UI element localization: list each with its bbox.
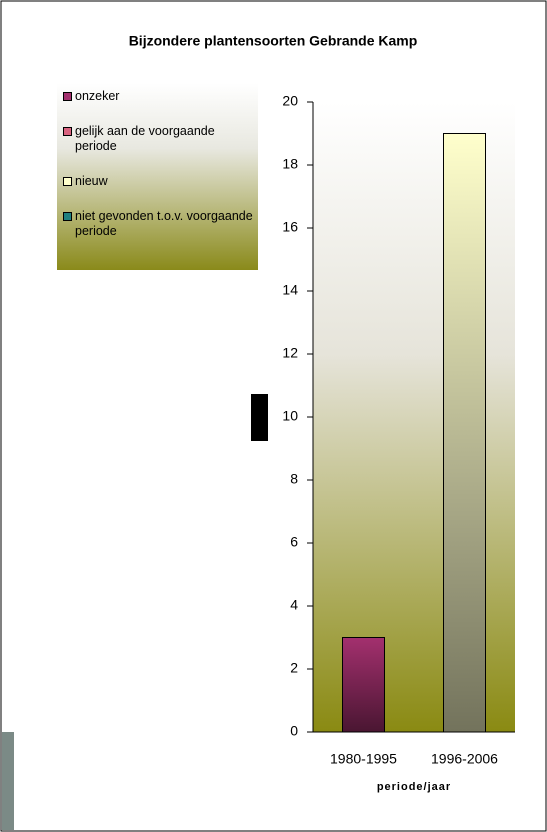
y-tick-label: 4 bbox=[290, 597, 298, 613]
bar-shade bbox=[443, 133, 486, 733]
legend-entry: gelijk aan de voorgaande periode bbox=[63, 124, 254, 154]
y-tick-label: 8 bbox=[290, 471, 298, 487]
legend-swatch bbox=[63, 212, 72, 221]
legend-label: onzeker bbox=[75, 89, 120, 103]
legend-label: nieuw bbox=[75, 174, 108, 188]
legend-swatch bbox=[63, 177, 72, 186]
y-tick-label: 16 bbox=[282, 219, 298, 235]
y-tick-label: 0 bbox=[290, 723, 298, 739]
axis-label-box bbox=[251, 394, 268, 441]
legend: onzeker gelijk aan de voorgaande periode n… bbox=[57, 83, 258, 270]
legend-label: gelijk aan de voorgaande periode bbox=[75, 124, 215, 153]
y-tick-label: 6 bbox=[290, 534, 298, 550]
legend-swatch bbox=[63, 127, 72, 136]
x-axis-title: periode/jaar bbox=[377, 781, 451, 793]
y-tick-label: 14 bbox=[282, 282, 298, 298]
legend-swatch bbox=[63, 92, 72, 101]
x-tick-label: 1996-2006 bbox=[431, 751, 498, 767]
legend-label: niet gevonden t.o.v. voorgaande periode bbox=[75, 209, 253, 238]
y-tick-label: 12 bbox=[282, 345, 298, 361]
y-tick-label: 20 bbox=[282, 93, 298, 109]
y-tick-label: 10 bbox=[282, 408, 298, 424]
legend-entry: niet gevonden t.o.v. voorgaande periode bbox=[63, 209, 254, 239]
legend-entry: onzeker bbox=[63, 89, 254, 104]
y-tick-label: 2 bbox=[290, 660, 298, 676]
x-tick-label: 1980-1995 bbox=[330, 751, 397, 767]
legend-entry: nieuw bbox=[63, 174, 254, 189]
y-tick-label: 18 bbox=[282, 156, 298, 172]
chart-title: Bijzondere plantensoorten Gebrande Kamp bbox=[129, 33, 418, 49]
image-fragment bbox=[2, 732, 14, 830]
bar-shade bbox=[342, 637, 385, 733]
